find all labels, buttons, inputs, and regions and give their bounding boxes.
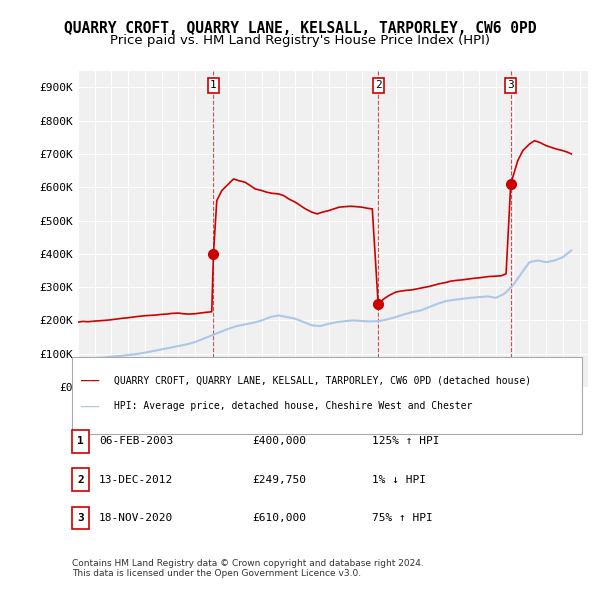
- Text: 1% ↓ HPI: 1% ↓ HPI: [372, 475, 426, 484]
- Text: 1: 1: [77, 437, 84, 446]
- Text: HPI: Average price, detached house, Cheshire West and Chester: HPI: Average price, detached house, Ches…: [114, 401, 472, 411]
- Text: ——: ——: [81, 398, 99, 414]
- Text: QUARRY CROFT, QUARRY LANE, KELSALL, TARPORLEY, CW6 0PD: QUARRY CROFT, QUARRY LANE, KELSALL, TARP…: [64, 21, 536, 35]
- Text: 06-FEB-2003: 06-FEB-2003: [99, 437, 173, 446]
- Text: 2: 2: [77, 475, 84, 484]
- Text: £400,000: £400,000: [252, 437, 306, 446]
- Text: 125% ↑ HPI: 125% ↑ HPI: [372, 437, 439, 446]
- Text: ——: ——: [81, 373, 99, 388]
- Text: 13-DEC-2012: 13-DEC-2012: [99, 475, 173, 484]
- Text: Price paid vs. HM Land Registry's House Price Index (HPI): Price paid vs. HM Land Registry's House …: [110, 34, 490, 47]
- Text: £249,750: £249,750: [252, 475, 306, 484]
- Text: 18-NOV-2020: 18-NOV-2020: [99, 513, 173, 523]
- Text: QUARRY CROFT, QUARRY LANE, KELSALL, TARPORLEY, CW6 0PD (detached house): QUARRY CROFT, QUARRY LANE, KELSALL, TARP…: [114, 376, 531, 385]
- Text: 3: 3: [508, 80, 514, 90]
- Text: 75% ↑ HPI: 75% ↑ HPI: [372, 513, 433, 523]
- Text: Contains HM Land Registry data © Crown copyright and database right 2024.
This d: Contains HM Land Registry data © Crown c…: [72, 559, 424, 578]
- Text: £610,000: £610,000: [252, 513, 306, 523]
- Text: 3: 3: [77, 513, 84, 523]
- Text: 2: 2: [375, 80, 382, 90]
- Text: 1: 1: [210, 80, 217, 90]
